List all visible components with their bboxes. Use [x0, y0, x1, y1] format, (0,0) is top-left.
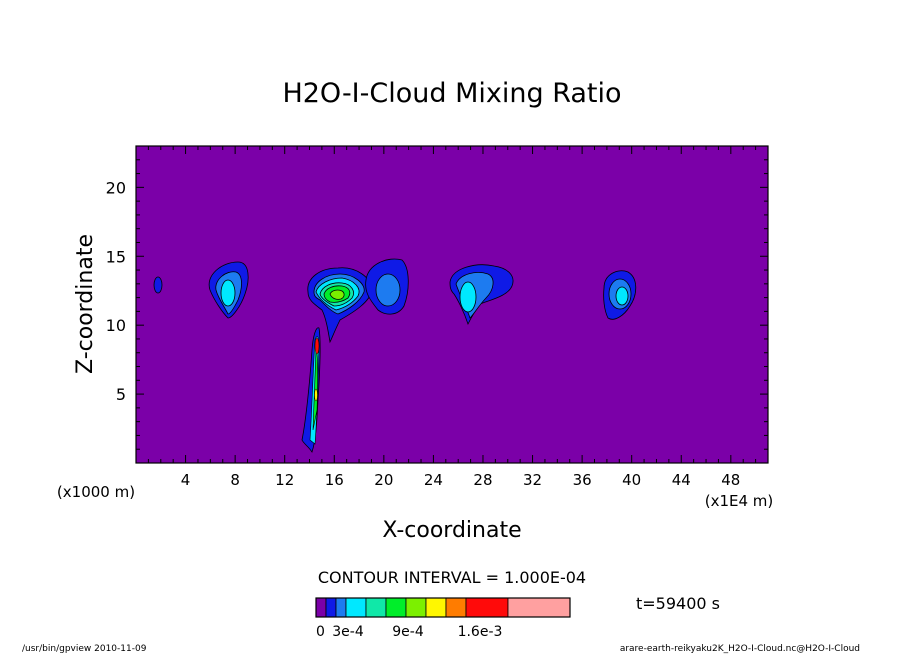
x-tick-label: 20	[374, 471, 393, 489]
colorbar-labels: 0 3e-4 9e-4 1.6e-3	[316, 624, 502, 640]
footer-right: arare-earth-reikyaku2K_H2O-I-Cloud.nc@H2…	[620, 644, 860, 654]
colorbar-swatch	[507, 597, 571, 618]
x-tick-label: 44	[672, 471, 691, 489]
colorbar-frame	[315, 597, 571, 618]
colorbar-label: 3e-4	[332, 624, 364, 640]
cloud-contours	[153, 258, 637, 453]
x-tick-label: 12	[275, 471, 294, 489]
x-tick-label: 40	[622, 471, 641, 489]
colorbar-swatch	[315, 597, 327, 618]
colorbar-swatch	[385, 597, 407, 618]
colorbar-swatch	[345, 597, 367, 618]
x-tick-label: 8	[230, 471, 240, 489]
colorbar-swatch	[465, 597, 509, 618]
colorbar-swatch	[365, 597, 387, 618]
y-tick-label: 20	[106, 178, 126, 197]
y-tick-label: 15	[106, 247, 126, 266]
colorbar	[315, 597, 571, 618]
x-tick-label: 4	[181, 471, 191, 489]
colorbar-label: 9e-4	[392, 624, 424, 640]
cloud-cell-5	[449, 264, 514, 326]
colorbar-label: 0	[316, 624, 325, 640]
x-tick-label: 36	[573, 471, 592, 489]
colorbar-label: 1.6e-3	[458, 624, 503, 640]
cloud-column	[301, 327, 321, 453]
chart-title: H2O-I-Cloud Mixing Ratio	[282, 78, 621, 109]
cloud-cell-1	[153, 276, 163, 294]
y-tick-label: 5	[116, 385, 126, 404]
colorbar-swatch	[425, 597, 447, 618]
x-tick-label: 32	[523, 471, 542, 489]
cloud-cell-4	[365, 258, 409, 315]
colorbar-swatch	[325, 597, 337, 618]
cloud-cell-2	[208, 261, 249, 319]
cloud-cell-6	[603, 270, 637, 320]
x-tick-label: 28	[473, 471, 492, 489]
colorbar-swatch	[405, 597, 427, 618]
colorbar-swatch	[335, 597, 347, 618]
footer-left: /usr/bin/gpview 2010-11-09	[22, 644, 147, 654]
x-unit-left: (x1000 m)	[57, 483, 135, 501]
y-tick-label: 10	[106, 316, 126, 335]
plot-area	[136, 146, 768, 463]
axis-ticks	[136, 146, 768, 463]
x-unit-right: (x1E4 m)	[705, 492, 774, 510]
y-axis-label: Z-coordinate	[73, 234, 98, 374]
contour-interval-label: CONTOUR INTERVAL = 1.000E-04	[318, 568, 586, 587]
plot-frame	[135, 145, 769, 464]
x-axis-label: X-coordinate	[382, 518, 521, 543]
x-tick-label: 48	[721, 471, 740, 489]
x-tick-label: 24	[424, 471, 443, 489]
cloud-cell-3	[307, 267, 373, 344]
colorbar-swatch	[445, 597, 467, 618]
time-label: t=59400 s	[636, 594, 720, 613]
x-tick-label: 16	[325, 471, 344, 489]
